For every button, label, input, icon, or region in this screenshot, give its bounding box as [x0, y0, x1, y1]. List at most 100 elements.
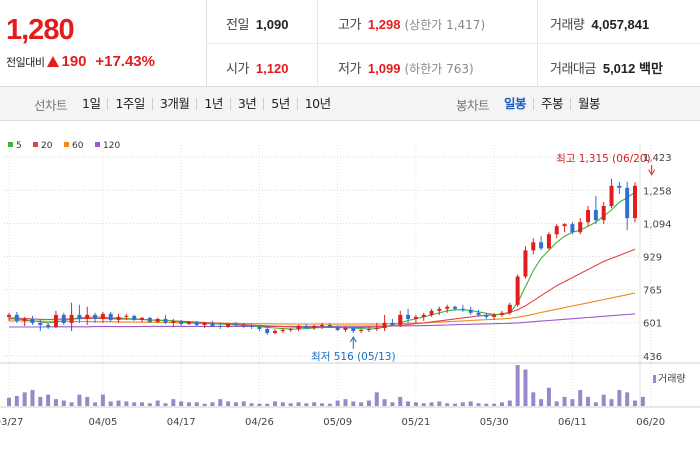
- volume-bar: [492, 403, 497, 406]
- candle-body: [241, 324, 246, 326]
- volume-bar: [335, 400, 340, 406]
- price-tick-label: 1,258: [643, 186, 672, 197]
- stat-sub: (하한가 763): [404, 62, 474, 76]
- candle-body: [468, 309, 473, 313]
- candle-body: [100, 313, 105, 319]
- candle-body: [406, 314, 411, 319]
- tab-3m[interactable]: 3개월: [151, 97, 196, 110]
- volume-bar: [609, 399, 614, 406]
- candle-body: [586, 210, 591, 223]
- stat-value: 1,099: [367, 61, 401, 76]
- price-tick-label: 1,094: [643, 219, 672, 230]
- volume-bar: [108, 401, 113, 406]
- candle-body: [515, 276, 520, 305]
- stat-label: 거래대금: [550, 62, 596, 77]
- candle-body: [445, 306, 450, 309]
- volume-bar: [265, 403, 270, 406]
- tab-1y[interactable]: 1년: [196, 97, 229, 110]
- volume-bar: [218, 399, 223, 406]
- candle-body: [233, 323, 238, 325]
- volume-bar: [304, 403, 309, 406]
- candle-body: [390, 322, 395, 325]
- volume-bar: [421, 403, 426, 406]
- tab-daily[interactable]: 일봉: [504, 96, 527, 111]
- candle-caption: 봉차트: [456, 97, 490, 113]
- volume-bar: [429, 402, 434, 406]
- volume-bar: [46, 394, 51, 406]
- candle-body: [186, 321, 191, 324]
- quote-summary: 1,280 전일대비 190 +17.43% 전일 1,090 시가 1,120 고가…: [0, 0, 700, 87]
- volume-bar: [586, 396, 591, 406]
- stat-value: 1,120: [255, 61, 289, 76]
- candle-body: [296, 325, 301, 329]
- candle-body: [7, 314, 11, 317]
- candle-body: [30, 318, 35, 323]
- low-annotation: 최저 516 (05/13): [311, 351, 396, 363]
- candle-body: [625, 187, 630, 219]
- price-chart: 1,423 1,258 1,094 929 765 601 436 03/27 04/05 04/…: [0, 141, 700, 428]
- candle-body: [312, 325, 317, 328]
- tab-monthly[interactable]: 월봉: [570, 97, 607, 110]
- stats-grid: 전일 1,090 시가 1,120 고가 1,298 (상한가 1,417) 저가 1,0…: [207, 0, 700, 87]
- tab-3y[interactable]: 3년: [229, 97, 263, 110]
- candle-body: [460, 308, 465, 310]
- stat-sub: (상한가 1,417): [404, 18, 486, 32]
- candle-body: [539, 242, 544, 249]
- candle-body: [335, 326, 340, 330]
- volume-bar: [460, 402, 465, 406]
- volume-bar: [539, 399, 544, 406]
- tab-10y[interactable]: 10년: [296, 97, 338, 110]
- candle-body: [429, 310, 434, 315]
- volume-bar: [351, 401, 356, 406]
- stat-open: 시가 1,120: [226, 58, 288, 77]
- candle-body: [179, 320, 184, 324]
- volume-bar: [366, 400, 371, 406]
- current-price: 1,280: [6, 14, 75, 46]
- date-tick-label: 04/17: [167, 417, 196, 428]
- volume-bar: [617, 390, 622, 406]
- tab-5y[interactable]: 5년: [263, 97, 296, 110]
- candle-body: [562, 224, 567, 227]
- candle-body: [366, 328, 371, 330]
- tab-1d[interactable]: 1일: [82, 96, 101, 111]
- stat-volume: 거래량 4,057,841: [550, 14, 649, 33]
- stat-prev-close: 전일 1,090: [226, 14, 288, 33]
- stat-value: 1,298: [367, 17, 401, 32]
- volume-bar: [554, 401, 559, 406]
- volume-bar: [484, 403, 489, 406]
- volume-bar: [69, 402, 74, 406]
- volume-bar: [140, 402, 145, 406]
- volume-bar: [147, 403, 152, 406]
- volume-bar: [312, 402, 317, 406]
- tab-weekly[interactable]: 주봉: [533, 97, 570, 110]
- volume-bar: [413, 402, 418, 406]
- period-tabs: 선차트 1일 1주일 3개월 1년 3년 5년 10년: [34, 87, 338, 121]
- candle-body: [476, 312, 481, 315]
- candle-body: [578, 222, 583, 233]
- candle-body: [280, 329, 285, 331]
- volume-bar: [578, 390, 583, 406]
- candle-body: [77, 314, 82, 319]
- candle-body: [398, 314, 403, 325]
- volume-bar: [476, 403, 481, 406]
- candle-body: [218, 325, 223, 327]
- candle-body: [453, 306, 458, 309]
- price-tick-label: 1,423: [643, 153, 672, 164]
- candle-tabs: 봉차트 일봉 주봉 월봉: [456, 87, 607, 121]
- candle-body: [523, 250, 528, 277]
- volume-bar: [124, 401, 129, 406]
- volume-bar: [445, 403, 450, 406]
- price-box: 1,280 전일대비 190 +17.43%: [0, 0, 207, 87]
- volume-bar: [38, 396, 43, 406]
- volume-bar: [61, 400, 66, 406]
- candle-body: [382, 322, 387, 328]
- volume-bar: [296, 402, 301, 406]
- tab-1w[interactable]: 1주일: [107, 97, 151, 110]
- volume-bar: [226, 401, 231, 406]
- candle-body: [124, 315, 129, 317]
- candle-body: [320, 324, 324, 326]
- volume-bar: [640, 396, 645, 406]
- price-tick-label: 601: [643, 319, 662, 330]
- volume-legend-swatch: [653, 375, 656, 383]
- high-arrow-head: [648, 169, 656, 176]
